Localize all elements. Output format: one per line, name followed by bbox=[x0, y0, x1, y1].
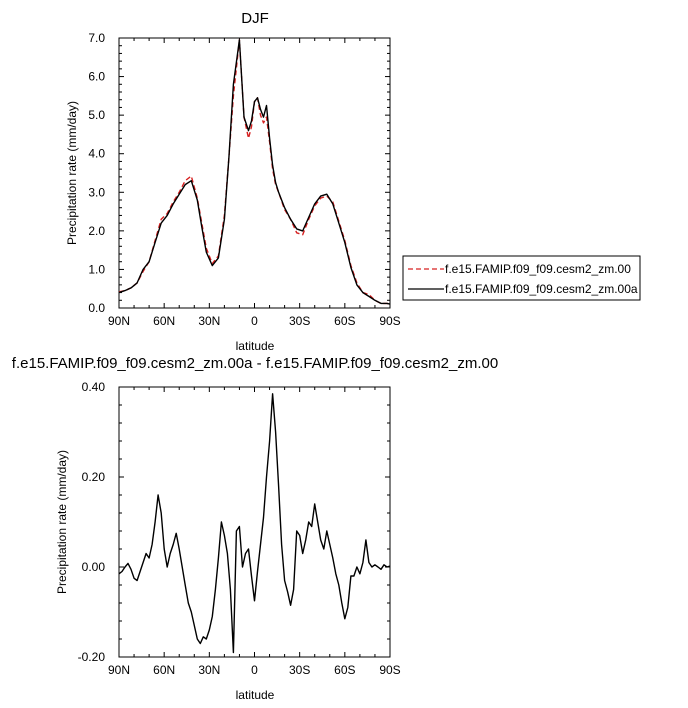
y-tick-label: 4.0 bbox=[88, 147, 105, 161]
x-tick-label: 90S bbox=[379, 663, 400, 677]
top-panel: DJF 90N 60N 30N 0 30S 60S 90S 0.0 1.0 2.0 3.0 4.0 5… bbox=[65, 10, 401, 353]
x-tick-label: 0 bbox=[251, 314, 258, 328]
y-tick-label: 6.0 bbox=[88, 70, 105, 84]
top-chart-title: DJF bbox=[241, 10, 269, 27]
bottom-panel: f.e15.FAMIP.f09_f09.cesm2_zm.00a - f.e15… bbox=[12, 355, 498, 702]
x-tick-label: 60N bbox=[153, 663, 175, 677]
x-tick-label: 30N bbox=[198, 663, 220, 677]
legend-label-series-00: f.e15.FAMIP.f09_f09.cesm2_zm.00 bbox=[445, 262, 631, 276]
top-x-axis-label: latitude bbox=[236, 339, 275, 353]
x-tick-label: 90S bbox=[379, 314, 400, 328]
top-y-axis-label: Precipitation rate (mm/day) bbox=[65, 101, 79, 245]
top-x-ticks: 90N 60N 30N 0 30S 60S 90S bbox=[108, 38, 401, 328]
x-tick-label: 30S bbox=[289, 314, 310, 328]
series-line-0-1 bbox=[118, 39, 391, 305]
x-tick-label: 90N bbox=[108, 663, 130, 677]
legend-box bbox=[402, 255, 641, 301]
bottom-y-axis-label: Precipitation rate (mm/day) bbox=[55, 450, 69, 594]
y-tick-label: 0.00 bbox=[82, 560, 106, 574]
y-tick-label: 5.0 bbox=[88, 108, 105, 122]
top-plot-frame bbox=[118, 37, 391, 309]
x-tick-label: 60N bbox=[153, 314, 175, 328]
y-tick-label: 0.40 bbox=[82, 380, 106, 394]
x-tick-label: 60S bbox=[334, 314, 355, 328]
top-y-ticks: 0.0 1.0 2.0 3.0 4.0 5.0 6.0 7.0 bbox=[88, 31, 390, 315]
x-tick-label: 60S bbox=[334, 663, 355, 677]
bottom-plot-frame bbox=[118, 386, 391, 658]
bottom-y-ticks: -0.20 0.00 0.20 0.40 bbox=[78, 380, 390, 664]
y-tick-label: 0.0 bbox=[88, 301, 105, 315]
legend: f.e15.FAMIP.f09_f09.cesm2_zm.00 f.e15.FA… bbox=[402, 255, 641, 301]
y-tick-label: 1.0 bbox=[88, 262, 105, 276]
bottom-x-axis-label: latitude bbox=[236, 688, 275, 702]
x-tick-label: 30N bbox=[198, 314, 220, 328]
x-tick-label: 90N bbox=[108, 314, 130, 328]
x-tick-label: 30S bbox=[289, 663, 310, 677]
legend-label-series-00a: f.e15.FAMIP.f09_f09.cesm2_zm.00a bbox=[445, 282, 638, 296]
bottom-series-lines bbox=[118, 393, 391, 654]
y-tick-label: 2.0 bbox=[88, 224, 105, 238]
bottom-x-ticks: 90N 60N 30N 0 30S 60S 90S bbox=[108, 387, 401, 677]
y-tick-label: 3.0 bbox=[88, 185, 105, 199]
series-line-1-0 bbox=[118, 393, 391, 654]
x-tick-label: 0 bbox=[251, 663, 258, 677]
y-tick-label: 0.20 bbox=[82, 470, 106, 484]
series-line-0-0 bbox=[118, 39, 391, 305]
y-tick-label: 7.0 bbox=[88, 31, 105, 45]
y-tick-label: -0.20 bbox=[78, 650, 106, 664]
bottom-chart-title: f.e15.FAMIP.f09_f09.cesm2_zm.00a - f.e15… bbox=[12, 355, 498, 372]
top-series-lines bbox=[118, 39, 391, 305]
